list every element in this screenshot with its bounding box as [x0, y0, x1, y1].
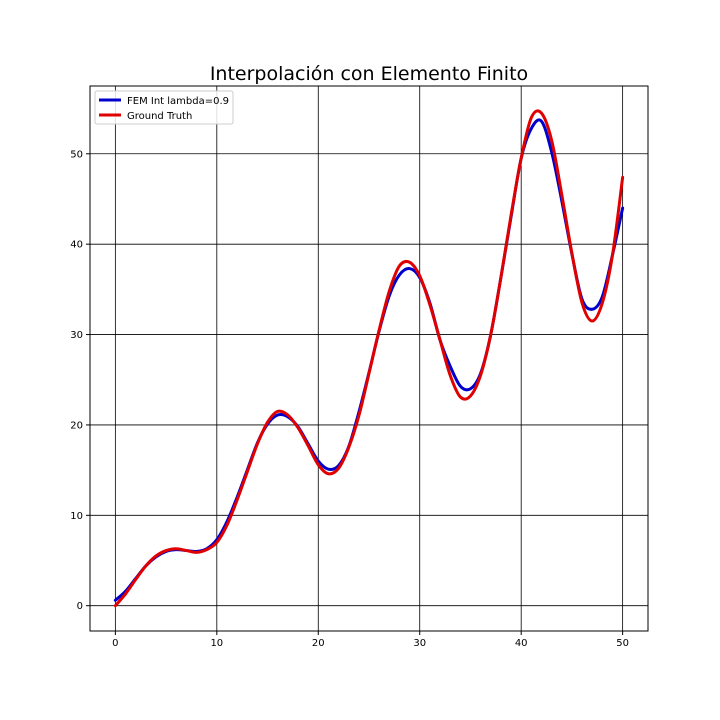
y-tick-label: 30: [70, 330, 83, 341]
chart-title: Interpolación con Elemento Finito: [210, 63, 528, 85]
y-tick-label: 0: [77, 601, 83, 612]
series-layer: [113, 109, 625, 608]
series-line-ground-truth: [113, 109, 625, 608]
x-tick-label: 50: [616, 638, 629, 649]
x-tick-label: 0: [112, 638, 118, 649]
x-tick-label: 10: [210, 638, 223, 649]
x-tick-label: 30: [413, 638, 426, 649]
tick-layer: 0 10 20 30 40 50 0 10 20 30 40 50: [70, 149, 629, 649]
plot-frame: [89, 85, 649, 632]
legend-label-fem: FEM Int lambda=0.9: [127, 96, 229, 107]
legend: FEM Int lambda=0.9 Ground Truth: [94, 90, 234, 125]
legend-label-ground-truth: Ground Truth: [127, 111, 192, 122]
grid-layer: [90, 86, 648, 631]
x-tick-label: 20: [312, 638, 325, 649]
y-tick-label: 10: [70, 511, 83, 522]
x-tick-label: 40: [515, 638, 528, 649]
legend-box: [94, 90, 234, 125]
y-tick-label: 20: [70, 420, 83, 431]
y-tick-label: 40: [70, 240, 83, 251]
y-tick-label: 50: [70, 149, 83, 160]
